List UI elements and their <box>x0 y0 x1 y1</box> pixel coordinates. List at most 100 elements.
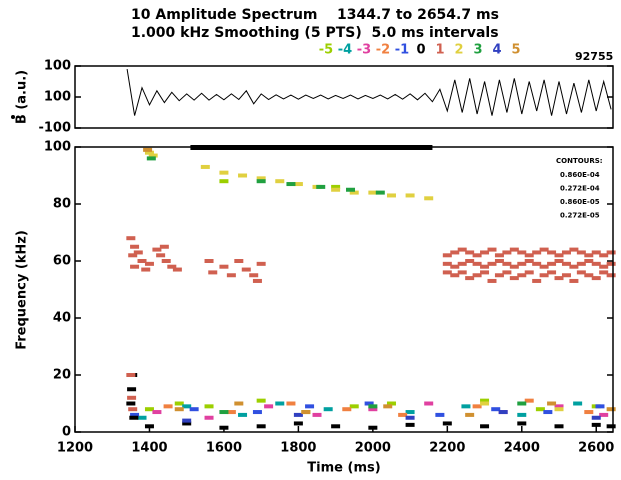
spectral-point <box>517 412 527 417</box>
spectral-point <box>554 407 564 412</box>
legend-entry: -5 <box>319 43 333 58</box>
spectral-point <box>532 250 542 255</box>
spectral-point <box>234 401 244 406</box>
spectral-point <box>480 250 490 255</box>
spectral-point <box>204 404 214 409</box>
spectral-point <box>342 407 352 412</box>
spectral-point <box>591 276 601 281</box>
spectral-point <box>435 412 445 417</box>
y-tick-label: 60 <box>53 254 71 269</box>
spectral-point <box>275 179 285 184</box>
x-tick-label: 1800 <box>280 441 316 456</box>
spectral-point <box>163 404 173 409</box>
spectral-point <box>595 404 605 409</box>
spectral-point <box>256 261 266 266</box>
legend-entry: 3 <box>473 43 482 58</box>
x-tick-label: 2200 <box>429 441 465 456</box>
spectral-point <box>606 261 616 266</box>
contours-title: CONTOURS: <box>556 157 603 165</box>
spectral-point <box>561 261 571 266</box>
spectral-point <box>539 247 549 252</box>
y-tick-label: 80 <box>53 197 71 212</box>
y-tick-label: 0 <box>62 425 71 440</box>
legend-entry: 0 <box>416 43 425 58</box>
spectral-point <box>349 404 359 409</box>
spectral-point <box>561 250 571 255</box>
spectral-point <box>182 404 192 409</box>
legend-entry: -4 <box>338 43 352 58</box>
contour-level: 0.272E-05 <box>560 212 600 220</box>
x-axis-label: Time (ms) <box>307 461 380 476</box>
spectral-point <box>286 182 296 187</box>
spectral-point <box>128 253 138 258</box>
spectral-point <box>487 247 497 252</box>
spectral-point <box>599 253 609 258</box>
y-tick-label: 100 <box>44 59 71 74</box>
x-tick-label: 2400 <box>504 441 540 456</box>
spectral-point <box>152 247 162 252</box>
spectral-point <box>364 401 374 406</box>
spectral-point <box>606 273 616 278</box>
x-tick-label: 2600 <box>578 441 614 456</box>
spectral-point <box>130 412 140 417</box>
spectral-point <box>547 401 557 406</box>
spectral-point <box>450 273 460 278</box>
spectral-point <box>554 404 564 409</box>
spectral-point <box>457 247 467 252</box>
spectral-point <box>141 267 151 272</box>
spectral-point <box>174 407 184 412</box>
spectral-point <box>424 196 434 201</box>
y-tick-label: 100 <box>44 140 71 155</box>
x-tick-label: 1600 <box>206 441 242 456</box>
spectral-point <box>323 407 333 412</box>
spectral-point <box>148 153 158 158</box>
spectral-point <box>200 164 210 169</box>
legend-entry: -2 <box>376 43 390 58</box>
spectral-point <box>494 259 504 263</box>
spectral-point <box>465 276 475 281</box>
plot-frame <box>74 146 614 433</box>
x-tick-label: 2000 <box>355 441 391 456</box>
spectral-point <box>405 410 415 415</box>
spectral-point <box>524 259 534 263</box>
chart-title: 10 Amplitude Spectrum 1344.7 to 2654.7 m… <box>131 7 499 23</box>
spectral-point <box>576 270 586 275</box>
spectral-point <box>128 407 138 412</box>
spectral-point <box>226 273 236 278</box>
spectral-point <box>442 261 452 266</box>
spectral-point <box>554 253 564 258</box>
spectral-point <box>398 412 408 417</box>
spectral-point <box>547 250 557 255</box>
spectral-point <box>226 410 236 415</box>
spectral-point <box>606 424 616 429</box>
contour-level: 0.860E-05 <box>560 198 600 206</box>
contour-level: 0.860E-04 <box>560 171 600 179</box>
spectral-point <box>502 270 512 275</box>
spectral-point <box>256 176 266 181</box>
spectral-point <box>494 273 504 278</box>
spectral-point <box>491 407 501 412</box>
spectral-point <box>472 261 482 266</box>
spectral-point <box>532 278 542 283</box>
spectral-point <box>569 278 579 283</box>
spectral-point <box>442 253 452 258</box>
y-tick-label: 100 <box>44 90 71 105</box>
spectral-point <box>547 261 557 266</box>
spectral-point <box>569 264 579 269</box>
spectral-point <box>457 261 467 266</box>
spectral-point <box>208 270 218 275</box>
spectral-point <box>126 373 136 377</box>
spectral-point <box>480 270 490 275</box>
spectral-point <box>554 424 564 429</box>
spectral-point <box>204 415 214 420</box>
spectral-point <box>182 421 192 426</box>
spectral-point <box>252 278 262 283</box>
spectral-point <box>450 250 460 255</box>
spectral-point <box>293 182 303 187</box>
spectral-point <box>472 404 482 409</box>
y-axis-label: B (a.u.) <box>15 70 30 124</box>
spectral-point <box>368 190 378 195</box>
spectral-point <box>517 401 527 406</box>
y-tick-label: 40 <box>53 311 71 326</box>
